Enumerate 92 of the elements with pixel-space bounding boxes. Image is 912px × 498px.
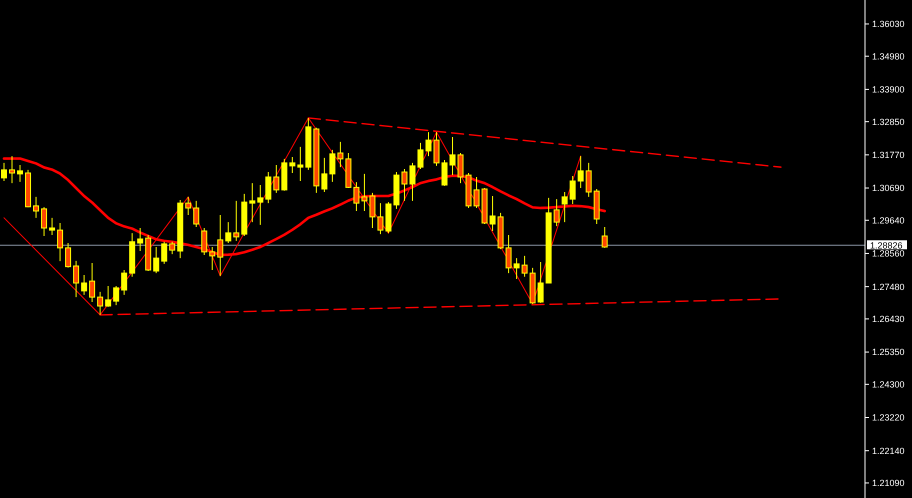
candlestick <box>345 152 352 189</box>
y-tick-label: 1.27480 <box>872 282 905 292</box>
candlestick <box>578 156 584 189</box>
candlestick <box>466 172 472 208</box>
candlestick <box>225 222 232 244</box>
candlestick <box>281 158 288 192</box>
candlestick <box>121 270 128 296</box>
candlestick <box>233 200 240 242</box>
candlestick <box>289 156 296 174</box>
candlestick <box>490 196 496 232</box>
candlestick <box>361 173 368 212</box>
candlestick <box>417 142 424 170</box>
candlestick <box>458 152 464 184</box>
candlestick <box>498 212 504 250</box>
y-tick-label: 1.33900 <box>872 84 905 95</box>
candlestick <box>1 162 8 182</box>
candlestick <box>129 232 136 278</box>
candlestick <box>89 262 96 302</box>
candlestick <box>538 262 544 304</box>
candlestick <box>217 214 224 276</box>
candlestick <box>546 197 552 284</box>
candlestick <box>257 184 264 226</box>
candlestick <box>353 182 360 212</box>
candlestick <box>81 274 88 296</box>
candlestick <box>369 192 376 228</box>
candlestick <box>65 242 72 268</box>
candlestick <box>105 286 112 308</box>
candlestick <box>9 156 16 184</box>
candlestick <box>137 227 144 252</box>
candlestick <box>49 217 56 236</box>
candlestick <box>393 172 400 210</box>
candlestick <box>401 168 408 202</box>
ref-line-label: 1.28826 <box>870 240 903 250</box>
candlestick <box>209 246 216 271</box>
candlestick <box>586 162 592 198</box>
candlestick <box>241 193 248 236</box>
candlestick <box>177 200 184 259</box>
candlestick <box>506 234 512 274</box>
candlestick <box>41 206 48 236</box>
candlestick <box>161 241 168 264</box>
candlestick <box>113 286 120 306</box>
candlestick <box>562 192 568 223</box>
y-tick-label: 1.23220 <box>872 412 905 423</box>
y-tick-label: 1.25350 <box>872 347 905 358</box>
candlestick <box>17 164 24 182</box>
candlestick <box>145 234 152 272</box>
y-tick-label: 1.32850 <box>872 116 905 127</box>
candlestick <box>97 291 104 316</box>
candlestick <box>570 176 576 204</box>
y-tick-label: 1.29640 <box>872 215 905 226</box>
candlestick <box>594 188 600 224</box>
candlestick <box>305 117 312 170</box>
candlestick <box>25 169 32 208</box>
candlestick <box>73 260 80 298</box>
candlestick <box>273 164 280 194</box>
candlestick <box>193 200 200 228</box>
y-tick-label: 1.26430 <box>872 314 905 324</box>
y-tick-label: 1.31770 <box>872 150 905 160</box>
candlestick <box>337 141 344 168</box>
candlestick <box>474 176 480 208</box>
y-tick-label: 1.36030 <box>872 19 905 30</box>
candlestick <box>554 198 560 227</box>
candlestick <box>297 146 304 182</box>
candlestick <box>57 222 64 262</box>
candlestick <box>185 196 192 216</box>
y-tick-label: 1.21090 <box>872 478 905 488</box>
candlestick <box>385 202 392 234</box>
candlestick <box>450 136 456 176</box>
candlestick <box>377 202 384 235</box>
y-tick-label: 1.22140 <box>872 446 905 456</box>
candlestick <box>313 127 320 194</box>
y-tick-label: 1.30690 <box>872 183 905 194</box>
candlestick <box>482 188 488 224</box>
y-tick-label: 1.24300 <box>872 379 905 390</box>
candlestick <box>522 255 528 278</box>
candlestick <box>425 132 432 157</box>
candlestick <box>530 267 536 304</box>
candlestick <box>265 172 272 204</box>
candlestick <box>409 162 416 202</box>
candlestick <box>329 149 336 182</box>
candlestick <box>434 132 440 166</box>
y-tick-label: 1.28560 <box>872 248 905 259</box>
candlestick <box>602 226 608 248</box>
candlestick <box>321 157 328 193</box>
candlestick <box>442 160 448 186</box>
candlestick <box>249 182 256 223</box>
candlestick <box>514 258 520 280</box>
candlestick <box>201 227 208 256</box>
candlestick <box>169 241 176 255</box>
candlestick <box>153 246 160 274</box>
candlestick <box>33 196 40 218</box>
y-tick-label: 1.34980 <box>872 51 905 62</box>
